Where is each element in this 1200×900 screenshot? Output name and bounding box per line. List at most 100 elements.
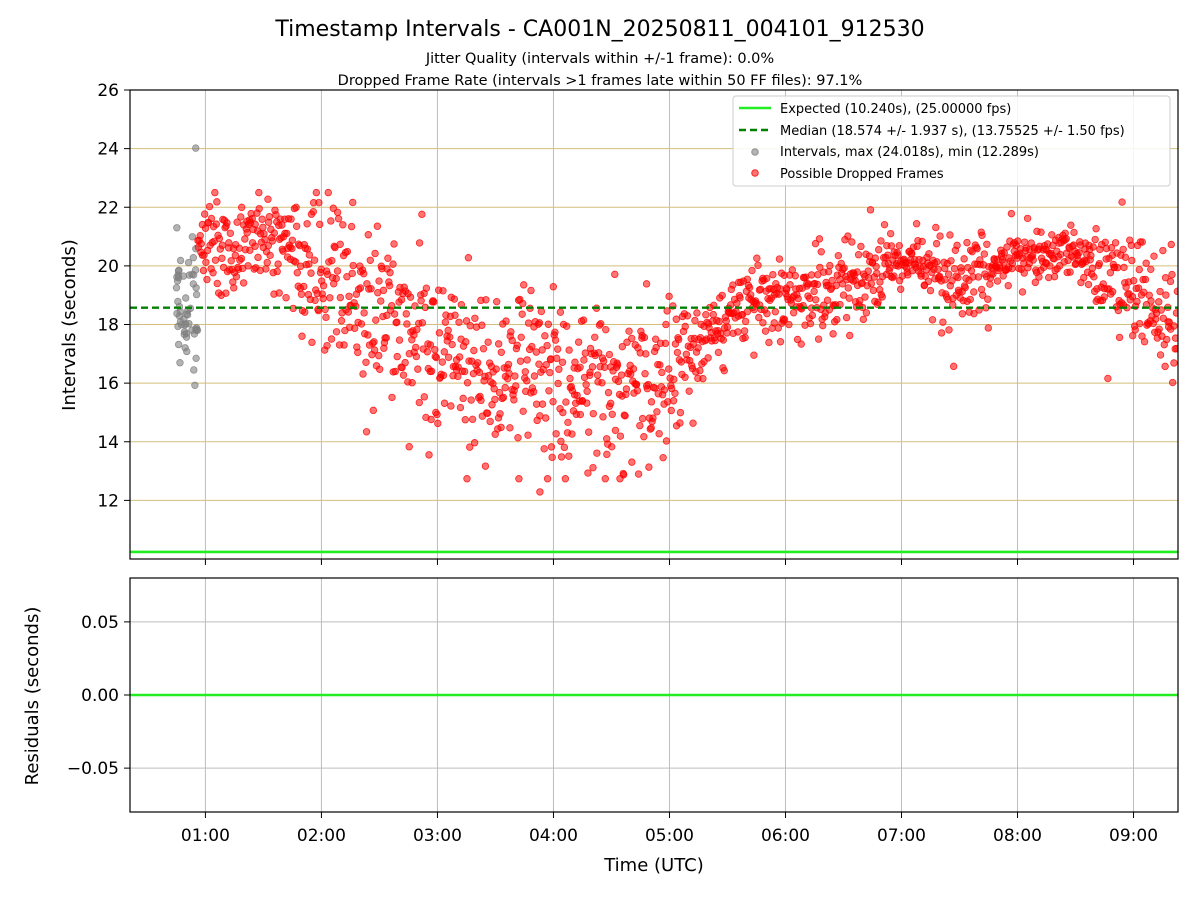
dropped-frame-point <box>1168 378 1177 387</box>
dropped-frame-point <box>661 339 670 348</box>
dropped-frame-point <box>864 267 872 275</box>
dropped-frame-point <box>239 279 248 287</box>
dropped-frame-point <box>455 353 464 361</box>
dropped-frame-point <box>814 335 823 343</box>
dropped-frame-point <box>598 379 606 387</box>
dropped-frame-point <box>211 256 220 264</box>
dropped-frame-point <box>241 235 249 243</box>
dropped-frame-point <box>763 309 771 318</box>
dropped-frame-point <box>1173 287 1178 296</box>
dropped-frame-point <box>420 393 428 401</box>
dropped-frame-point <box>826 261 834 270</box>
dropped-frame-point <box>406 293 415 301</box>
dropped-frame-point <box>307 269 315 277</box>
dropped-frame-point <box>1128 293 1137 301</box>
dropped-frame-point <box>401 358 409 367</box>
dropped-frame-point <box>791 272 799 280</box>
dropped-frame-point <box>694 344 702 352</box>
dropped-frame-point <box>549 283 558 291</box>
dropped-frame-point <box>618 342 627 351</box>
dropped-frame-point <box>681 373 689 381</box>
dropped-frame-point <box>1140 338 1149 346</box>
dropped-frame-point <box>634 470 643 478</box>
dropped-frame-point <box>880 220 889 229</box>
dropped-frame-point <box>862 309 871 317</box>
dropped-frame-point <box>874 245 883 254</box>
dropped-frame-point <box>671 389 679 397</box>
dropped-frame-point <box>945 326 953 334</box>
dropped-frame-point <box>502 317 510 325</box>
dropped-frame-point <box>546 368 554 377</box>
dropped-frame-point <box>1150 252 1158 260</box>
residuals-x-tick-label: 09:00 <box>1109 826 1158 846</box>
dropped-frame-point <box>264 195 272 203</box>
dropped-frame-point <box>565 346 573 354</box>
dropped-frame-point <box>1092 225 1100 233</box>
dropped-frame-point <box>519 407 527 416</box>
dropped-frame-point <box>328 256 336 265</box>
dropped-frame-point <box>288 236 297 244</box>
legend-label-intervals: Intervals, max (24.018s), min (12.289s) <box>780 145 1039 160</box>
dropped-frame-point <box>360 270 368 278</box>
interval-point <box>176 307 185 316</box>
dropped-frame-point <box>970 309 978 318</box>
dropped-frame-point <box>973 245 981 253</box>
dropped-frame-point <box>466 443 474 451</box>
dropped-frame-point <box>298 332 306 340</box>
dropped-frame-point <box>564 418 572 427</box>
dropped-frame-point <box>989 270 997 278</box>
dropped-frame-point <box>331 243 339 252</box>
dropped-frame-point <box>444 326 452 335</box>
dropped-frame-point <box>1066 268 1074 276</box>
dropped-frame-point <box>813 280 822 289</box>
dropped-frame-point <box>499 393 508 402</box>
dropped-frame-point <box>432 353 441 362</box>
dropped-frame-point <box>662 437 671 445</box>
dropped-frame-point <box>608 443 616 451</box>
dropped-frame-point <box>337 317 346 325</box>
dropped-frame-point <box>367 285 375 293</box>
legend-swatch-intervals <box>751 148 759 156</box>
dropped-frame-point <box>287 215 295 223</box>
dropped-frame-point <box>440 348 449 356</box>
dropped-frame-point <box>806 319 815 328</box>
interval-point <box>190 366 198 374</box>
dropped-frame-point <box>579 316 588 324</box>
dropped-frame-point <box>805 294 814 302</box>
dropped-frame-point <box>1020 269 1028 277</box>
dropped-frame-point <box>591 333 599 341</box>
dropped-frame-point <box>954 273 962 282</box>
dropped-frame-point <box>543 475 552 483</box>
dropped-frame-point <box>857 242 865 251</box>
dropped-frame-point <box>515 475 523 483</box>
dropped-frame-point <box>1003 243 1011 251</box>
dropped-frame-point <box>714 348 723 357</box>
residuals-x-tick-label: 05:00 <box>645 826 694 846</box>
intervals-y-tick-label: 14 <box>97 433 119 453</box>
dropped-frame-point <box>819 321 827 330</box>
dropped-frame-point <box>483 409 492 418</box>
dropped-frame-point <box>936 232 944 240</box>
dropped-frame-point <box>467 396 475 404</box>
dropped-frame-point <box>617 371 626 379</box>
dropped-frame-point <box>455 318 463 326</box>
dropped-frame-point <box>599 413 607 421</box>
dropped-frame-point <box>311 296 319 304</box>
dropped-frame-point <box>967 267 976 275</box>
dropped-frame-point <box>887 242 896 250</box>
intervals-y-tick-label: 18 <box>97 316 119 336</box>
dropped-frame-point <box>605 350 614 359</box>
dropped-frame-point <box>736 294 744 302</box>
dropped-frame-point <box>439 371 448 380</box>
dropped-frame-point <box>434 419 442 428</box>
interval-point <box>188 270 196 279</box>
dropped-frame-point <box>292 222 301 230</box>
dropped-frame-point <box>740 327 749 335</box>
dropped-frame-point <box>517 333 525 342</box>
dropped-frame-point <box>447 402 455 410</box>
dropped-frame-point <box>1147 297 1155 305</box>
dropped-frame-point <box>810 287 818 296</box>
dropped-frame-point <box>207 214 216 223</box>
dropped-frame-point <box>425 451 433 459</box>
